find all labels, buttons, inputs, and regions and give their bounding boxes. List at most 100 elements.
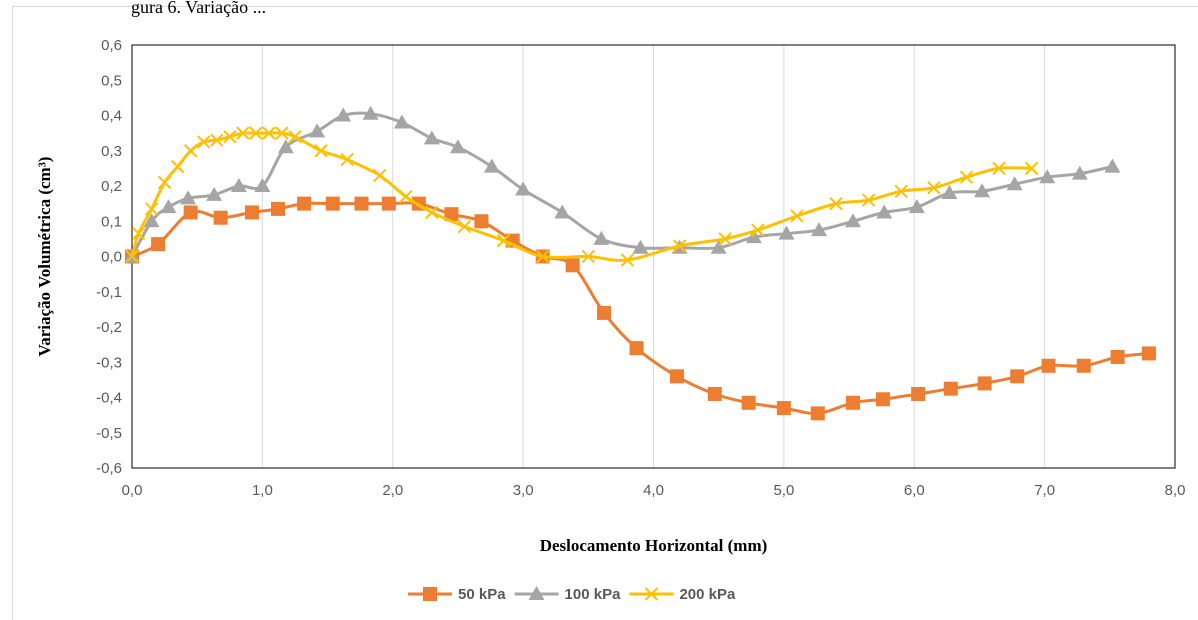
data-point <box>230 178 247 192</box>
x-tick-label: 1,0 <box>252 482 273 499</box>
data-point <box>354 196 369 211</box>
data-point <box>593 230 610 245</box>
data-point <box>669 369 684 384</box>
data-point <box>131 226 146 241</box>
data-point <box>977 376 992 391</box>
x-tick-label: 6,0 <box>904 482 925 499</box>
data-point <box>861 193 876 207</box>
data-point <box>160 199 177 214</box>
data-point <box>845 395 860 410</box>
legend: 50 kPa 100 kPa 200 kPa <box>408 586 736 603</box>
data-point <box>876 204 893 219</box>
data-point <box>335 107 352 122</box>
series-1 <box>124 105 1121 263</box>
legend-marker <box>644 587 659 601</box>
data-point <box>144 202 159 216</box>
data-point <box>206 186 223 201</box>
data-point <box>778 225 795 240</box>
data-point <box>745 229 762 244</box>
legend-item-0: 50 kPa <box>408 586 506 603</box>
data-point <box>710 239 727 254</box>
data-point <box>629 341 644 356</box>
data-point <box>210 133 224 147</box>
data-point <box>362 105 379 120</box>
x-axis-title: Deslocamento Horizontal (mm) <box>540 536 768 555</box>
data-point <box>992 161 1006 176</box>
series-line <box>131 201 1150 415</box>
series-0 <box>125 196 1156 421</box>
data-point <box>1141 346 1156 361</box>
data-point <box>790 209 804 223</box>
data-point <box>875 392 890 407</box>
data-point <box>297 196 312 211</box>
data-point <box>810 406 825 421</box>
data-point <box>183 144 198 158</box>
data-point <box>180 190 197 205</box>
data-point <box>632 239 649 254</box>
x-tick-label: 0,0 <box>122 482 143 499</box>
data-point <box>381 196 396 211</box>
chart-frame: gura 6. Variação ... <box>12 0 1198 620</box>
data-point <box>554 204 571 219</box>
series-group <box>124 105 1156 421</box>
data-point <box>309 123 326 138</box>
data-point <box>244 205 259 220</box>
data-point <box>373 168 387 183</box>
data-point <box>151 237 166 252</box>
x-tick-label: 5,0 <box>773 482 794 499</box>
legend-marker <box>528 586 545 600</box>
x-tick-label: 8,0 <box>1165 482 1186 499</box>
y-tick-label: -0,2 <box>96 319 122 336</box>
data-point <box>157 175 172 190</box>
data-point <box>399 189 413 204</box>
data-point <box>213 210 228 225</box>
legend-item-1: 100 kPa <box>514 586 622 603</box>
data-point <box>959 170 974 184</box>
data-point <box>776 401 791 416</box>
data-point <box>483 158 500 173</box>
y-tick-label: -0,5 <box>96 425 122 442</box>
figure-caption-fragment: gura 6. Variação ... <box>131 0 267 17</box>
data-point <box>444 207 459 222</box>
x-tick-label: 3,0 <box>513 482 534 499</box>
gridlines <box>131 45 1176 468</box>
legend-marker <box>423 587 437 601</box>
data-point <box>1010 369 1025 384</box>
y-axis-title: Variação Volumétrica (cm³) <box>35 157 54 357</box>
y-tick-label: -0,3 <box>96 354 122 371</box>
data-point <box>125 249 139 264</box>
data-point <box>277 139 294 154</box>
legend-label: 200 kPa <box>679 586 736 603</box>
data-point <box>565 258 580 273</box>
data-point <box>262 126 276 140</box>
data-point <box>249 126 263 140</box>
data-point <box>1006 176 1023 191</box>
y-tick-label: -0,6 <box>96 460 122 477</box>
data-point <box>751 223 765 237</box>
data-point <box>325 196 340 211</box>
data-point <box>236 126 250 140</box>
legend-label: 100 kPa <box>565 586 622 603</box>
data-point <box>143 213 160 228</box>
data-point <box>908 199 925 214</box>
data-point <box>271 201 286 216</box>
legend-item-2: 200 kPa <box>629 586 736 603</box>
data-point <box>314 144 328 158</box>
y-tick-label: 0,2 <box>101 178 122 195</box>
y-tick-label: 0,4 <box>101 108 122 125</box>
legend-label: 50 kPa <box>458 586 506 603</box>
data-point <box>183 205 198 220</box>
data-point <box>1039 169 1056 184</box>
series-line <box>130 111 1113 258</box>
y-tick-label: -0,4 <box>96 390 122 407</box>
data-point <box>457 219 472 234</box>
x-tick-label: 4,0 <box>643 482 664 499</box>
data-point <box>340 152 354 167</box>
data-point <box>1071 165 1088 180</box>
data-point <box>1076 358 1091 373</box>
data-point <box>894 184 908 198</box>
data-point <box>811 222 828 237</box>
data-point <box>1110 349 1125 364</box>
data-point <box>474 214 489 229</box>
